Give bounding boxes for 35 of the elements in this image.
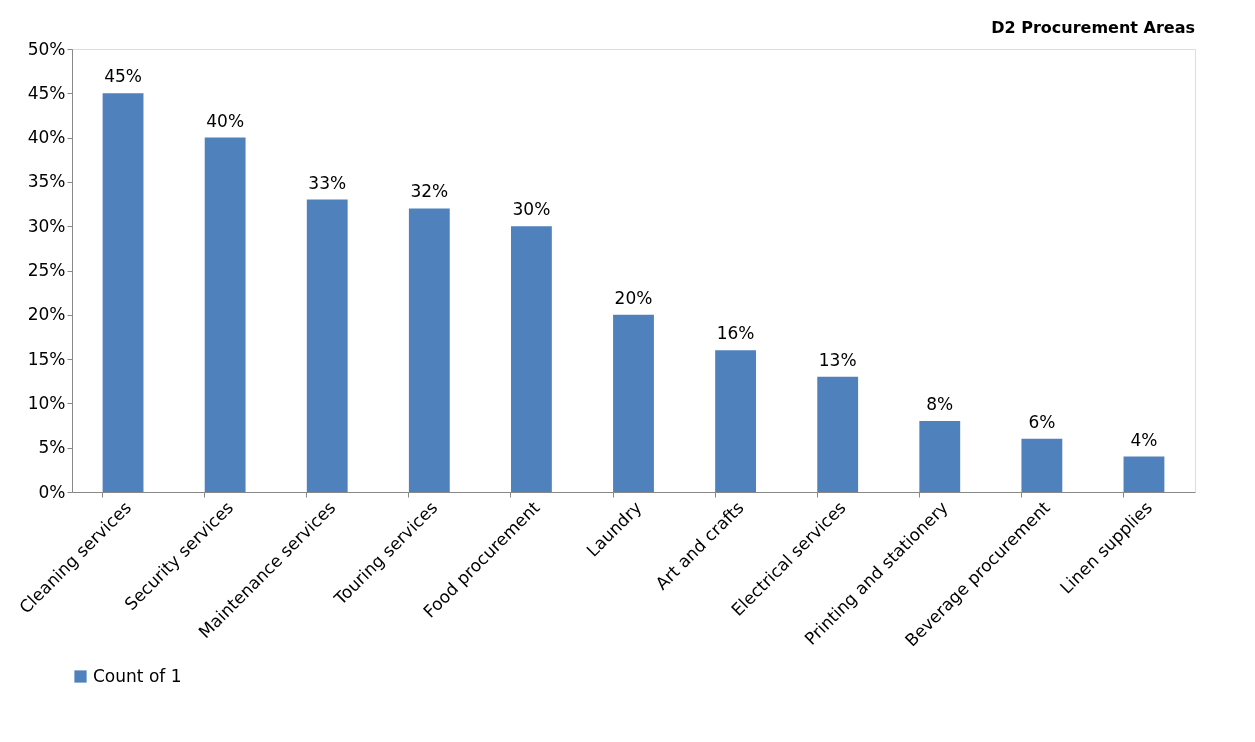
data-label: 40%	[206, 110, 245, 131]
bar	[919, 421, 961, 492]
data-label: 6%	[1028, 411, 1056, 432]
bar	[204, 137, 246, 492]
y-tick-label: 30%	[27, 215, 66, 236]
y-tick-label: 25%	[27, 260, 66, 280]
data-label: 20%	[614, 287, 653, 308]
bar	[408, 208, 450, 492]
y-tick-label: 45%	[27, 82, 66, 103]
y-tick-label: 35%	[27, 171, 66, 192]
bar	[613, 314, 654, 492]
bar	[1123, 456, 1165, 492]
data-label: 16%	[716, 323, 755, 344]
data-label: 13%	[818, 349, 857, 370]
data-label: 45%	[104, 66, 142, 87]
y-tick-label: 15%	[27, 348, 66, 369]
data-label: 8%	[926, 394, 954, 415]
bar	[817, 376, 859, 492]
data-label: 4%	[1130, 429, 1158, 450]
data-label: 32%	[410, 181, 449, 202]
y-tick-label: 0%	[38, 481, 66, 502]
bar	[306, 199, 348, 492]
chart-title: D2 Procurement Areas	[991, 18, 1195, 37]
data-label: 33%	[308, 172, 347, 193]
y-tick-label: 10%	[27, 392, 66, 413]
y-tick-label: 50%	[27, 38, 66, 59]
y-tick-label: 5%	[38, 437, 66, 458]
bar	[1021, 438, 1063, 492]
bar	[510, 226, 552, 492]
bar	[715, 350, 757, 492]
y-tick-label: 40%	[27, 127, 66, 148]
bar	[102, 93, 144, 492]
legend-label: Count of 1	[93, 665, 182, 686]
y-tick-label: 20%	[27, 304, 66, 325]
data-label: 30%	[512, 199, 551, 220]
